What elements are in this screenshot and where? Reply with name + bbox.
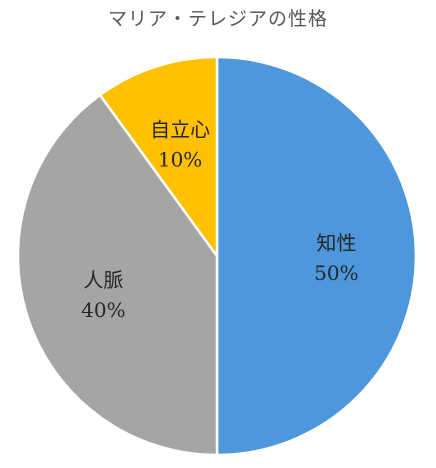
slice-percent-label: 40% xyxy=(81,298,125,322)
pie-slice xyxy=(16,93,219,457)
pie-labels: 知性 50% 人脈 40% 自立心 10% xyxy=(81,117,358,322)
slice-percent-label: 10% xyxy=(158,147,202,171)
pie-slice xyxy=(98,55,219,258)
pie-slice xyxy=(215,55,418,457)
pie-slices xyxy=(16,55,418,457)
slice-category-label: 人脈 xyxy=(83,268,123,292)
slice-percent-label: 50% xyxy=(314,261,358,285)
slice-category-label: 自立心 xyxy=(150,117,210,141)
slice-category-label: 知性 xyxy=(316,231,356,255)
chart-title: マリア・テレジアの性格 xyxy=(107,8,328,30)
